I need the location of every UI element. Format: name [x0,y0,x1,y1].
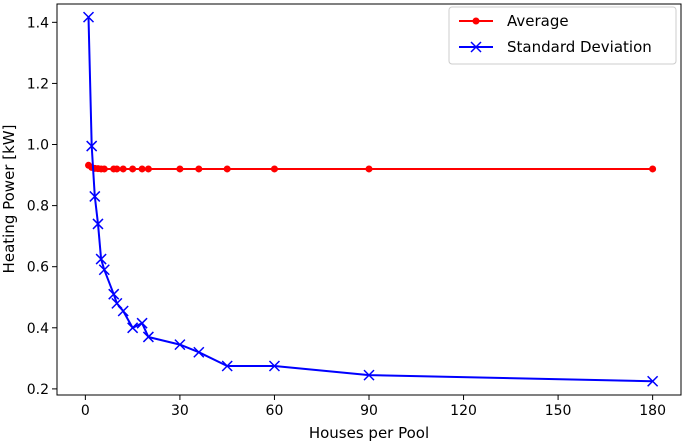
data-point-standard-deviation [111,297,123,309]
x-tick-label: 180 [639,403,666,419]
data-point-average [129,165,137,173]
y-tick-label: 0.4 [27,321,49,337]
data-point-standard-deviation [127,322,139,334]
y-axis-label: Heating Power [kW] [0,125,18,274]
data-point-standard-deviation [268,360,280,372]
y-tick-label: 1.0 [27,138,49,154]
data-point-standard-deviation [89,190,101,202]
y-tick-label: 1.2 [27,76,49,92]
data-point-average [176,165,184,173]
data-point-average [365,165,373,173]
y-tick-label: 0.2 [27,382,49,398]
data-point-standard-deviation [117,305,129,317]
y-axis-ticks: 0.2 0.4 0.6 0.8 1.0 1.2 1.4 [27,15,57,398]
data-point-standard-deviation [82,11,95,23]
data-point-standard-deviation [95,253,107,265]
legend: Average Standard Deviation [448,6,677,65]
data-point-standard-deviation [98,264,110,276]
legend-average-label: Average [507,12,569,30]
x-axis-label: Houses per Pool [309,424,429,442]
legend-stddev-marker [470,41,482,53]
data-point-standard-deviation [174,339,186,351]
data-point-standard-deviation [92,218,104,230]
x-tick-label: 120 [450,403,477,419]
data-point-average [649,165,657,173]
data-point-standard-deviation [221,360,233,372]
data-point-average [113,165,121,173]
x-tick-label: 150 [545,403,572,419]
x-tick-label: 30 [171,403,189,419]
y-tick-label: 1.4 [27,15,49,31]
data-point-average [270,165,278,173]
y-tick-label: 0.6 [27,260,49,276]
plot-lines [82,11,659,387]
x-tick-label: 0 [81,403,90,419]
data-point-standard-deviation [142,331,154,343]
data-point-standard-deviation [363,369,375,381]
data-point-average [119,165,127,173]
data-point-standard-deviation [136,317,148,329]
x-axis-ticks: 0 30 60 90 120 150 180 [81,395,666,419]
data-point-standard-deviation [647,375,659,387]
data-point-standard-deviation [86,140,98,152]
data-point-standard-deviation [108,288,120,300]
data-point-standard-deviation [193,346,205,358]
x-tick-label: 60 [266,403,284,419]
legend-stddev-label: Standard Deviation [507,38,652,56]
legend-box [448,6,677,65]
legend-average-marker [472,17,480,25]
y-tick-label: 0.8 [27,199,49,215]
x-tick-label: 90 [360,403,378,419]
data-point-average [144,165,152,173]
data-point-average [195,165,203,173]
series-line-standard-deviation [87,17,653,383]
data-point-average [100,165,108,173]
data-point-average [138,165,146,173]
data-point-average [223,165,231,173]
